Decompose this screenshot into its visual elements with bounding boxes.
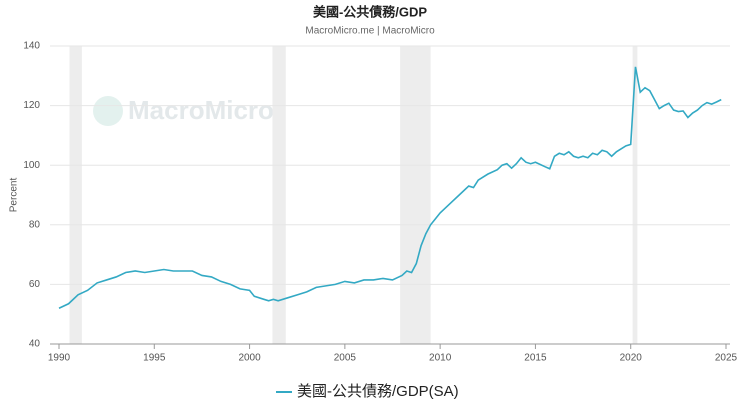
- y-tick-label: 100: [23, 160, 40, 171]
- x-tick-label: 2005: [334, 353, 357, 364]
- recession-band: [69, 46, 82, 344]
- y-tick-label: 140: [23, 41, 40, 52]
- y-axis-label: Percent: [9, 178, 20, 213]
- recession-band: [400, 46, 431, 344]
- y-tick-label: 80: [29, 219, 41, 230]
- x-tick-label: 2010: [429, 353, 452, 364]
- y-tick-label: 40: [29, 339, 41, 350]
- x-tick-label: 2020: [620, 353, 643, 364]
- chart-title: 美國-公共債務/GDP: [313, 4, 427, 19]
- legend-label: 美國-公共債務/GDP(SA): [297, 383, 459, 400]
- x-tick-label: 1990: [48, 353, 71, 364]
- x-tick-label: 1995: [143, 353, 166, 364]
- x-tick-label: 2025: [715, 353, 738, 364]
- x-tick-label: 2000: [238, 353, 261, 364]
- y-tick-label: 120: [23, 100, 40, 111]
- y-tick-label: 60: [29, 279, 41, 290]
- chart-subtitle: MacroMicro.me | MacroMicro: [305, 26, 435, 37]
- recession-band: [272, 46, 286, 344]
- x-tick-label: 2015: [524, 353, 547, 364]
- recession-band: [632, 46, 638, 344]
- watermark: MacroMicro: [128, 95, 274, 125]
- line: [58, 66, 722, 309]
- watermark-icon: [93, 96, 123, 126]
